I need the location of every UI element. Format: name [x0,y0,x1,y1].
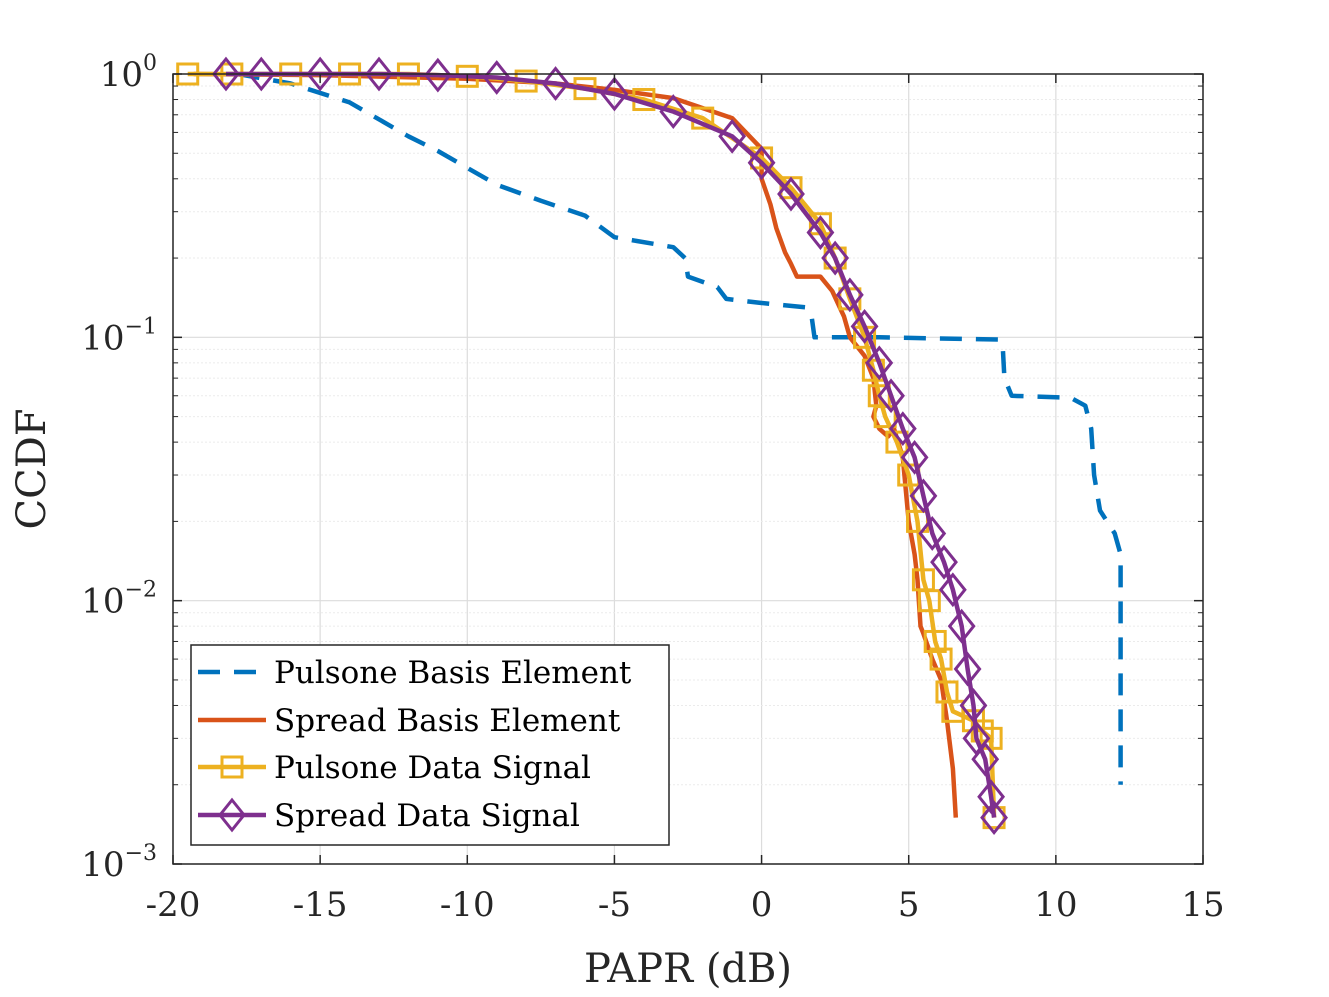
data-point-spread-data-signal [541,66,570,101]
data-point-spread-data-signal [212,56,240,92]
x-tick-label: -20 [146,885,201,925]
series-layer [176,56,1123,836]
data-point-pulsone-data-signal [873,405,897,429]
data-point-spread-data-signal [806,215,835,250]
series-spread-data-signal [212,56,1008,836]
legend-label-spread-basis-element: Spread Basis Element [274,703,621,739]
data-point-spread-data-signal [777,176,805,212]
data-point-spread-data-signal [600,76,629,112]
legend-marker-pulsone-data-signal [220,755,244,779]
data-point-pulsone-data-signal [929,647,953,671]
y-tick-label: 10−3 [81,841,157,885]
series-line-spread-data-signal [226,71,997,818]
data-point-spread-data-signal [306,56,335,92]
data-point-pulsone-data-signal [979,726,1003,750]
data-point-pulsone-data-signal [917,589,941,613]
data-point-spread-data-signal [718,118,747,154]
series-pulsone-basis-element [237,71,1123,785]
data-point-spread-data-signal [365,56,393,92]
x-tick-label: 5 [898,885,920,925]
data-point-spread-data-signal [980,800,1008,836]
data-point-spread-data-signal [888,411,917,447]
data-point-spread-data-signal [959,688,988,723]
data-point-spread-data-signal [423,57,452,93]
data-point-spread-data-signal [909,478,938,514]
data-point-spread-data-signal [821,240,850,276]
legend-box [190,644,670,846]
data-point-spread-data-signal [938,572,967,608]
x-tick-label: 10 [1034,885,1077,925]
data-point-spread-data-signal [247,56,276,92]
legend: Pulsone Basis Element Spread Basis Elemen… [190,644,670,846]
data-point-spread-data-signal [659,94,688,129]
series-line-pulsone-basis-element [237,71,1123,785]
legend-label-pulsone-data-signal: Pulsone Data Signal [274,750,591,786]
data-point-pulsone-data-signal [823,246,847,270]
data-point-spread-data-signal [971,741,1000,777]
legend-label-spread-data-signal: Spread Data Signal [274,798,580,834]
data-point-spread-data-signal [835,277,864,313]
x-tick-label: -5 [598,885,631,925]
data-point-spread-data-signal [900,439,929,475]
plot-border [172,73,1204,865]
data-point-spread-data-signal [918,516,947,551]
data-point-spread-data-signal [747,145,776,181]
x-axis-label: PAPR (dB) [584,946,792,992]
data-point-spread-data-signal [877,378,905,414]
data-point-spread-data-signal [865,345,894,381]
ticks [172,73,1204,865]
x-tick-label: 15 [1181,885,1224,925]
data-point-spread-data-signal [953,651,982,687]
data-point-spread-data-signal [482,60,511,95]
x-tick-label: -15 [293,885,348,925]
x-tick-label: 0 [751,885,773,925]
y-tick-label: 100 [100,51,157,95]
x-tick-label: -10 [440,885,495,925]
y-tick-label: 10−2 [81,578,157,622]
data-point-spread-data-signal [850,309,879,344]
y-tick-label: 10−1 [81,314,157,358]
legend-marker-spread-data-signal [218,797,246,833]
data-point-pulsone-data-signal [923,629,947,653]
legend-label-pulsone-basis-element: Pulsone Basis Element [274,655,632,691]
tick-labels: -20 -15 -10 -5 0 5 10 15 100 10−1 10−2 10−3 [81,51,1224,925]
data-point-spread-data-signal [977,779,1006,815]
y-axis-label: CCDF [9,408,55,529]
data-point-spread-data-signal [947,608,976,644]
data-point-spread-data-signal [930,544,958,580]
